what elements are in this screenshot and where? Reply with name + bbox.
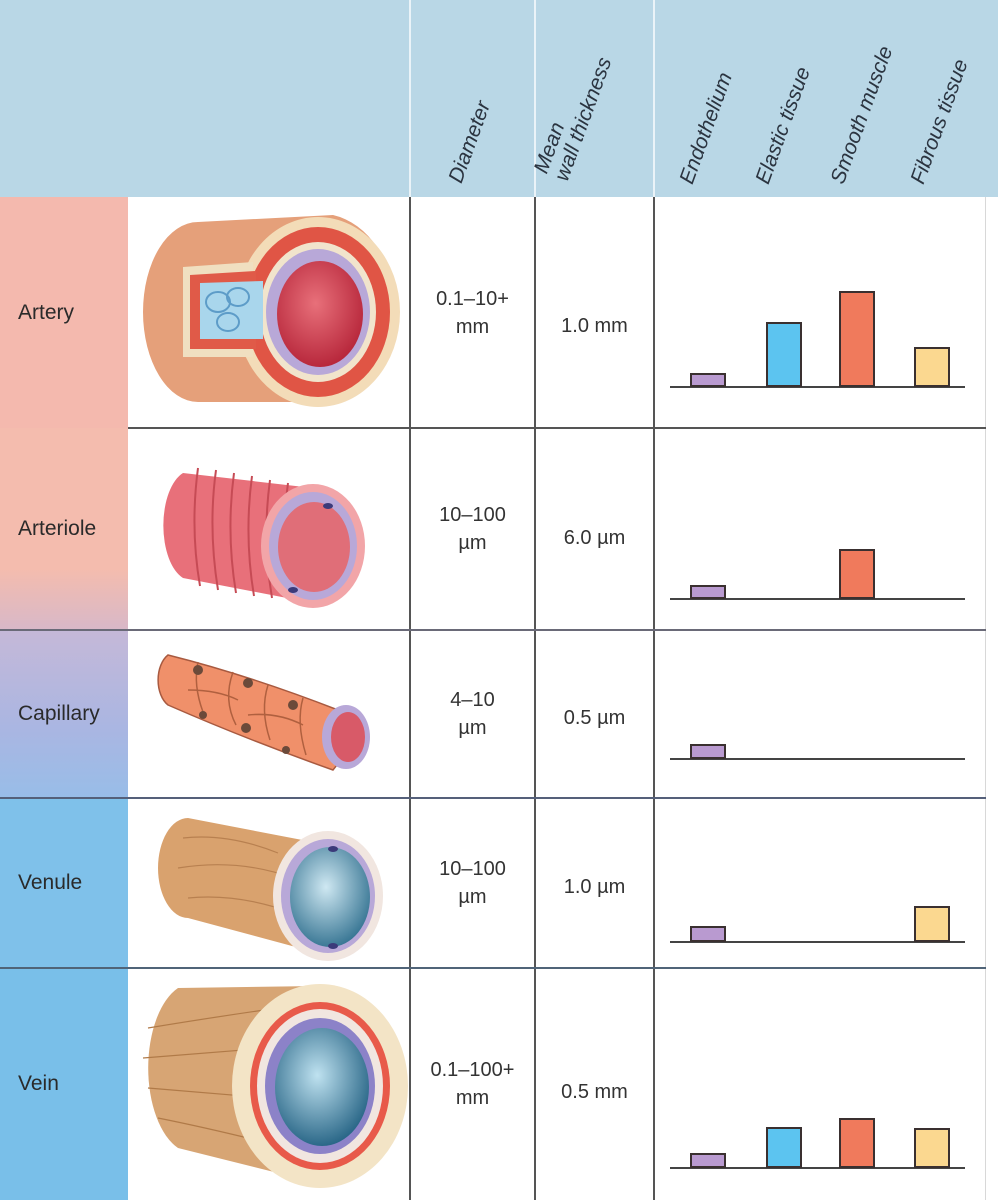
header-fibrous-tissue: Fibrous tissue (906, 56, 973, 187)
composition-chart (655, 428, 985, 630)
header-divider (653, 0, 655, 197)
composition-chart (655, 630, 985, 798)
chart-baseline (670, 386, 965, 388)
row-divider (128, 427, 986, 429)
composition-chart (655, 197, 985, 428)
row-label: Capillary (0, 630, 128, 798)
header-divider (409, 0, 411, 197)
header-wall-thickness: Mean wall thickness (529, 54, 617, 184)
wall-thickness-value: 6.0 µm (563, 527, 626, 549)
table-row-capillary: Capillary 4–10 µm 0.5 µm (0, 630, 998, 798)
row-label: Arteriole (0, 428, 128, 630)
wall-thickness-value: 0.5 mm (561, 1081, 628, 1103)
fibrous-tissue-bar (914, 347, 950, 387)
capillary-illustration (128, 630, 410, 798)
chart-baseline (670, 598, 965, 600)
smooth-muscle-bar (839, 549, 875, 599)
wall-thickness-value: 0.5 µm (563, 707, 626, 729)
header-elastic-tissue: Elastic tissue (751, 63, 815, 187)
composition-chart (655, 968, 985, 1200)
diameter-value: 10–100 µm (439, 504, 506, 554)
endothelium-bar (690, 373, 726, 387)
row-divider (0, 629, 986, 631)
wall-thickness-value: 1.0 µm (563, 876, 626, 898)
composition-chart (655, 798, 985, 968)
endothelium-bar (690, 744, 726, 759)
smooth-muscle-bar (839, 291, 875, 387)
row-divider (0, 967, 986, 969)
header-smooth-muscle: Smooth muscle (826, 43, 898, 187)
diameter-value: 0.1–10+ mm (436, 287, 509, 338)
header-divider (534, 0, 536, 197)
smooth-muscle-bar (839, 1118, 875, 1168)
elastic-tissue-bar (766, 1127, 802, 1168)
table-row-arteriole: Arteriole 10–100 µm 6.0 µm (0, 428, 998, 630)
table-row-venule: Venule 10–100 µm 1.0 µm (0, 798, 998, 968)
table-header: Diameter Mean wall thickness Endothelium… (0, 0, 998, 197)
fibrous-tissue-bar (914, 906, 950, 942)
table-row-artery: Artery 0.1–10+ mm 1.0 mm (0, 197, 998, 428)
table-row-vein: Vein 0.1–100+ mm 0.5 mm (0, 968, 998, 1200)
fibrous-tissue-bar (914, 1128, 950, 1168)
column-divider (409, 197, 411, 1200)
wall-thickness-value: 1.0 mm (561, 315, 628, 337)
chart-baseline (670, 758, 965, 760)
row-label: Vein (0, 968, 128, 1200)
header-diameter: Diameter (444, 98, 496, 186)
diameter-value: 0.1–100+ mm (430, 1059, 515, 1109)
endothelium-bar (690, 926, 726, 942)
header-endothelium: Endothelium (675, 69, 737, 187)
row-divider (0, 797, 986, 799)
chart-baseline (670, 941, 965, 943)
column-divider (653, 197, 655, 1200)
row-label: Venule (0, 798, 128, 968)
arteriole-illustration (128, 428, 410, 630)
venule-illustration (128, 798, 410, 968)
diameter-value: 10–100 µm (439, 858, 506, 908)
artery-illustration (128, 197, 410, 428)
column-divider (534, 197, 536, 1200)
endothelium-bar (690, 585, 726, 599)
diameter-value: 4–10 µm (450, 689, 495, 739)
chart-baseline (670, 1167, 965, 1169)
endothelium-bar (690, 1153, 726, 1168)
vein-illustration (128, 968, 410, 1200)
table-right-edge (985, 197, 986, 1200)
row-label: Artery (0, 197, 128, 428)
elastic-tissue-bar (766, 322, 802, 387)
